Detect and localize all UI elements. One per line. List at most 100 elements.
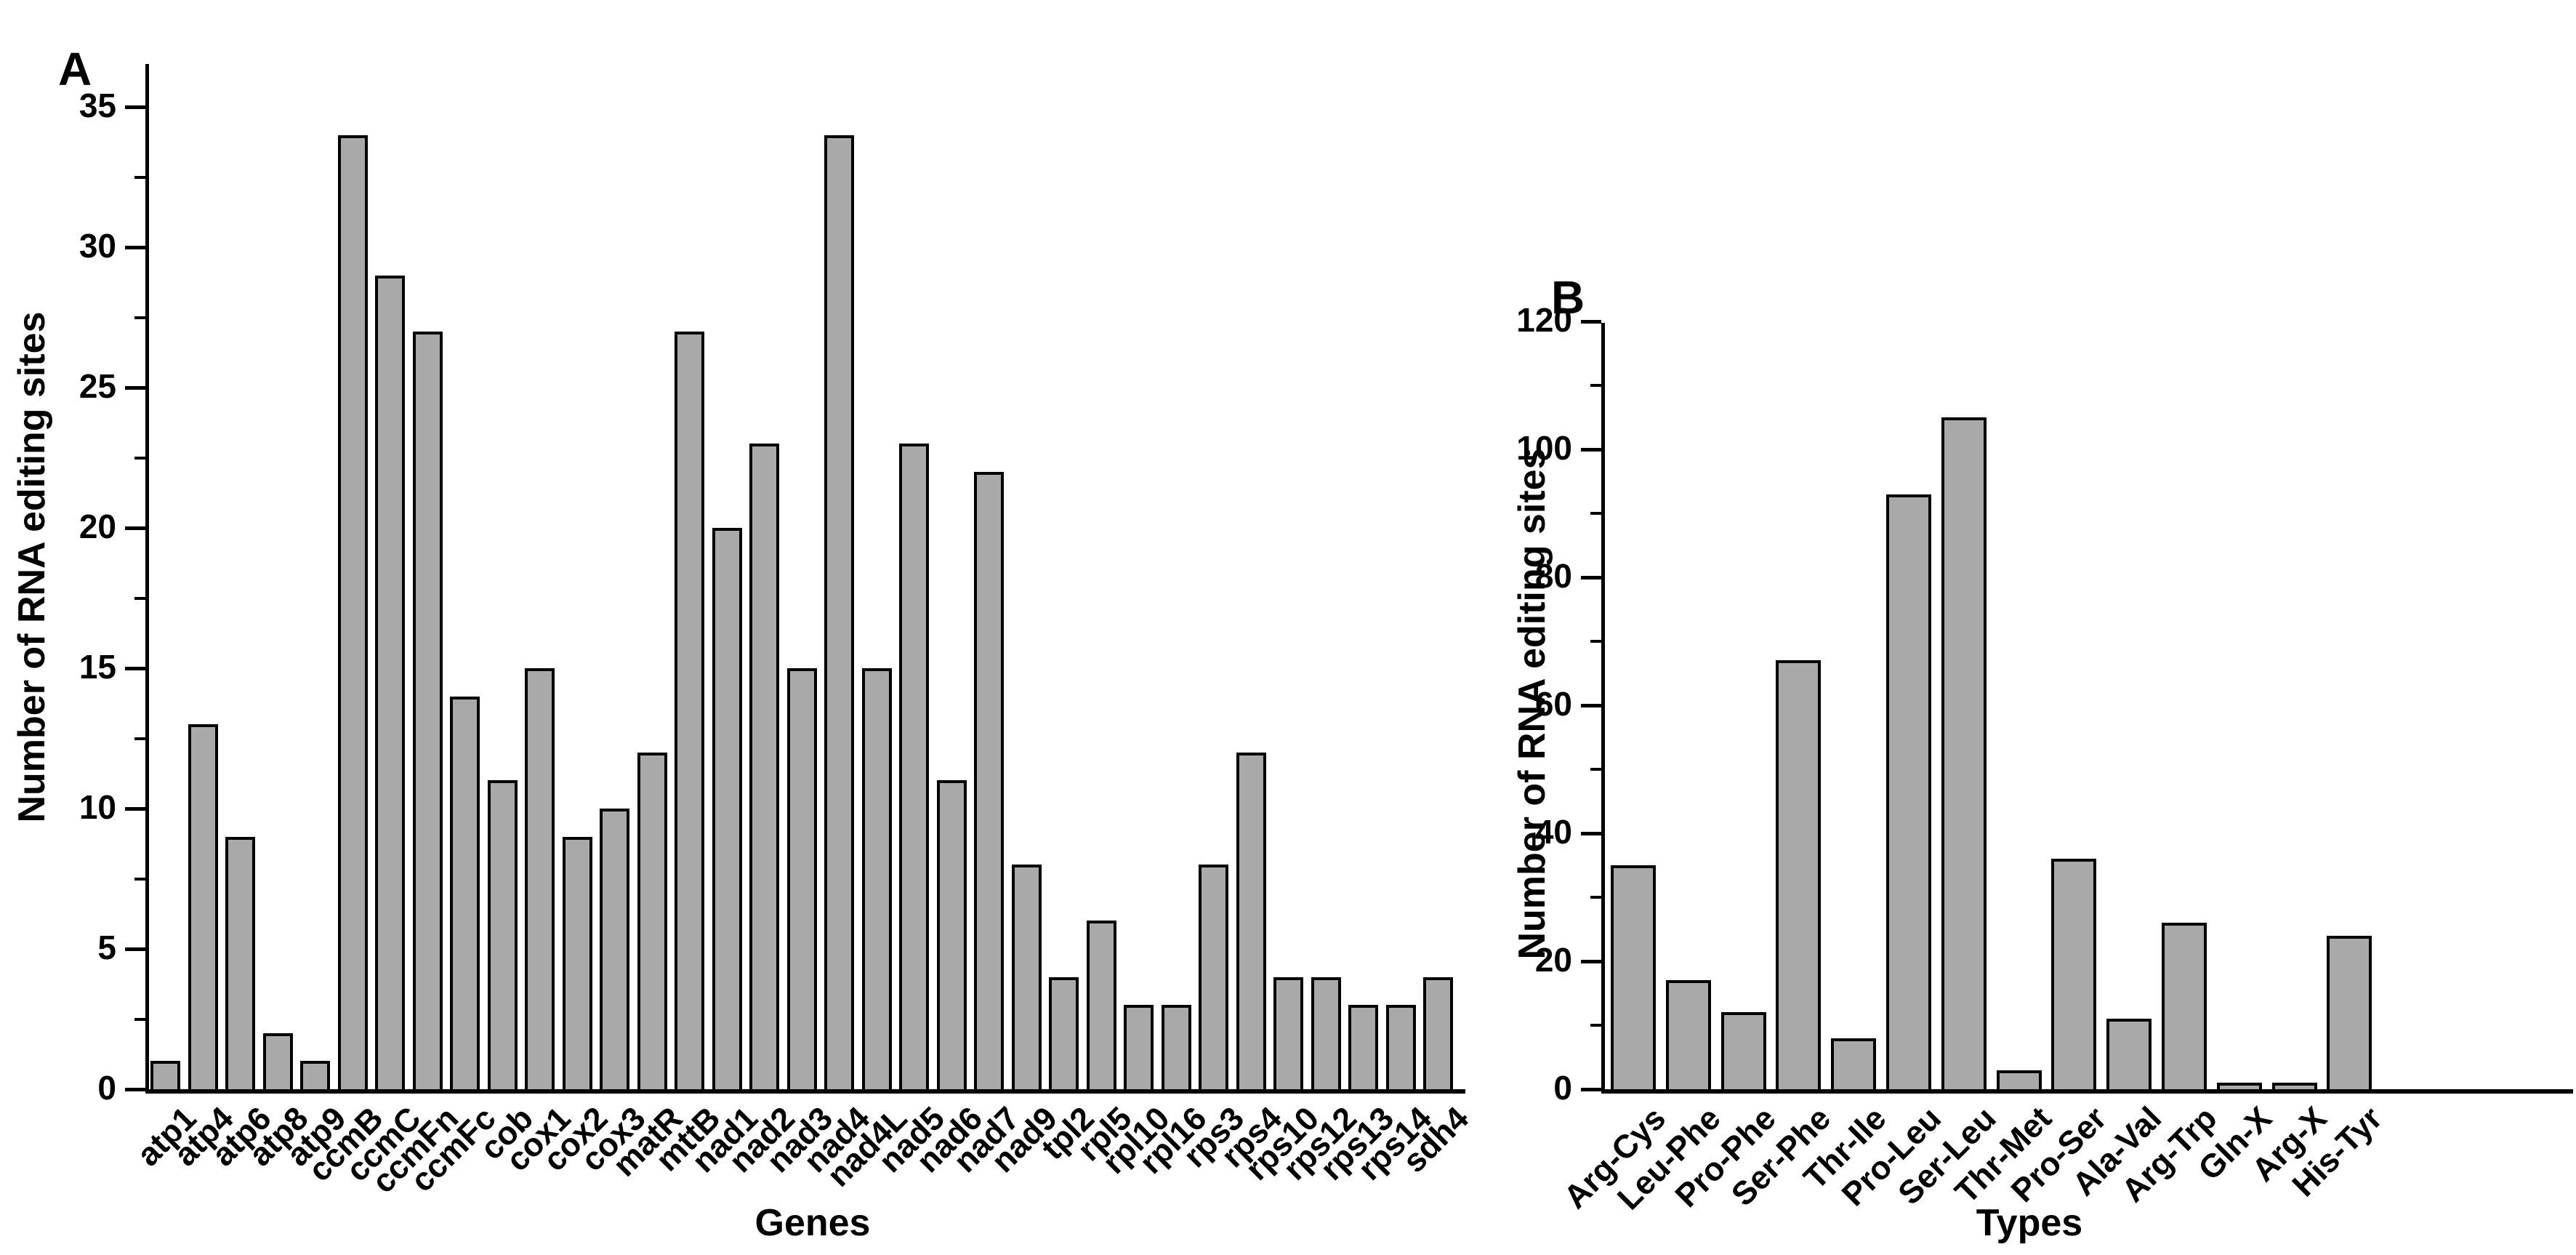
- y-axis-tick-label: 60: [1534, 684, 1572, 723]
- bar-Gln-X: [2216, 1083, 2262, 1092]
- bar-His-Tyr: [2327, 935, 2372, 1092]
- bar-rpl10: [1124, 1005, 1154, 1092]
- y-axis-minor-tick: [1590, 768, 1601, 771]
- bar-atp6: [225, 836, 255, 1092]
- bar-Arg-Cys: [1611, 865, 1656, 1092]
- bar-ccmFn: [412, 331, 443, 1092]
- y-axis-tick-label: 35: [79, 86, 116, 124]
- y-axis-line: [1601, 323, 1605, 1094]
- y-axis-minor-tick: [1590, 512, 1601, 515]
- y-axis-major-tick: [1581, 320, 1601, 324]
- bar-ccmFc: [450, 696, 480, 1092]
- panel-b-letter: B: [1551, 271, 1585, 324]
- y-axis-major-tick: [125, 105, 145, 109]
- y-axis-tick-label: 20: [1534, 940, 1572, 979]
- y-axis-major-tick: [1581, 1088, 1601, 1091]
- panel-b-x-axis-title: Types: [1976, 1202, 2083, 1244]
- y-axis-minor-tick: [134, 316, 145, 319]
- bar-rps10: [1273, 977, 1303, 1092]
- y-axis-major-tick: [125, 947, 145, 951]
- bar-Arg-Trp: [2162, 923, 2207, 1092]
- y-axis-tick-label: 25: [79, 366, 116, 405]
- y-axis-major-tick: [125, 807, 145, 811]
- panel-a-x-axis-title: Genes: [754, 1202, 871, 1244]
- bar-atp8: [262, 1033, 293, 1092]
- bar-atp4: [188, 724, 218, 1092]
- bar-rps12: [1311, 977, 1341, 1092]
- bar-nad4L: [861, 668, 892, 1092]
- bar-matR: [637, 752, 667, 1092]
- bar-rps14: [1385, 1005, 1416, 1092]
- bar-nad9: [1011, 865, 1042, 1092]
- bar-nad1: [712, 528, 742, 1092]
- bar-Ser-Leu: [1941, 417, 1987, 1092]
- bar-ccmB: [337, 135, 368, 1092]
- panel-a-y-axis-title: Number of RNA editing sites: [11, 311, 53, 823]
- bar-nad4: [824, 135, 854, 1092]
- y-axis-tick-label: 30: [79, 226, 116, 265]
- y-axis-minor-tick: [1590, 1024, 1601, 1027]
- bar-rpl5: [1086, 921, 1116, 1092]
- y-axis-tick-label: 0: [97, 1068, 116, 1107]
- y-axis-major-tick: [1581, 832, 1601, 835]
- bar-ccmC: [375, 275, 405, 1092]
- y-axis-minor-tick: [134, 175, 145, 179]
- bar-atp9: [300, 1061, 330, 1092]
- bar-nad3: [786, 668, 817, 1092]
- bar-cox2: [562, 836, 592, 1092]
- y-axis-major-tick: [1581, 448, 1601, 452]
- bar-Leu-Phe: [1665, 980, 1711, 1092]
- y-axis-major-tick: [125, 667, 145, 670]
- bar-nad6: [936, 780, 967, 1092]
- y-axis-tick-label: 10: [79, 787, 116, 826]
- y-axis-tick-label: 40: [1534, 812, 1572, 851]
- bar-nad5: [899, 444, 929, 1092]
- y-axis-minor-tick: [134, 737, 145, 740]
- bar-Ala-Val: [2106, 1019, 2152, 1092]
- bar-rps3: [1199, 865, 1228, 1092]
- y-axis-tick-label: 100: [1516, 428, 1572, 467]
- bar-mttB: [675, 331, 704, 1092]
- y-axis-major-tick: [125, 1088, 145, 1091]
- bar-Arg-X: [2271, 1083, 2317, 1092]
- y-axis-minor-tick: [134, 596, 145, 600]
- y-axis-minor-tick: [1590, 384, 1601, 387]
- bar-tpl2: [1049, 977, 1079, 1092]
- bar-Pro-Leu: [1886, 494, 1931, 1092]
- y-axis-major-tick: [1581, 960, 1601, 963]
- bar-nad7: [974, 471, 1004, 1092]
- bar-rpl16: [1161, 1005, 1191, 1092]
- bar-Pro-Ser: [2051, 859, 2097, 1092]
- y-axis-minor-tick: [1590, 640, 1601, 643]
- y-axis-tick-label: 15: [79, 647, 116, 686]
- bar-Ser-Phe: [1776, 660, 1822, 1092]
- y-axis-tick-label: 20: [79, 507, 116, 545]
- y-axis-tick-label: 120: [1516, 300, 1572, 339]
- y-axis-major-tick: [125, 526, 145, 530]
- bar-atp1: [150, 1061, 180, 1092]
- y-axis-tick-label: 5: [97, 928, 116, 966]
- bar-Thr-Ile: [1831, 1038, 1877, 1092]
- y-axis-minor-tick: [134, 456, 145, 460]
- y-axis-major-tick: [125, 246, 145, 249]
- y-axis-tick-label: 80: [1534, 556, 1572, 595]
- bar-cob: [487, 780, 518, 1092]
- y-axis-major-tick: [125, 386, 145, 390]
- y-axis-major-tick: [1581, 704, 1601, 707]
- y-axis-minor-tick: [134, 1017, 145, 1021]
- bar-nad2: [749, 444, 779, 1092]
- y-axis-minor-tick: [1590, 896, 1601, 899]
- y-axis-line: [145, 64, 149, 1094]
- bar-rps4: [1236, 752, 1266, 1092]
- bar-sdh4: [1423, 977, 1453, 1092]
- y-axis-minor-tick: [134, 877, 145, 881]
- bar-cox3: [600, 809, 629, 1092]
- bar-Thr-Met: [1996, 1070, 2042, 1092]
- bar-cox1: [525, 668, 555, 1092]
- bar-rps13: [1348, 1005, 1378, 1092]
- bar-Pro-Phe: [1720, 1012, 1766, 1092]
- y-axis-tick-label: 0: [1553, 1068, 1572, 1107]
- panel-a-letter: A: [58, 43, 92, 95]
- y-axis-major-tick: [1581, 576, 1601, 580]
